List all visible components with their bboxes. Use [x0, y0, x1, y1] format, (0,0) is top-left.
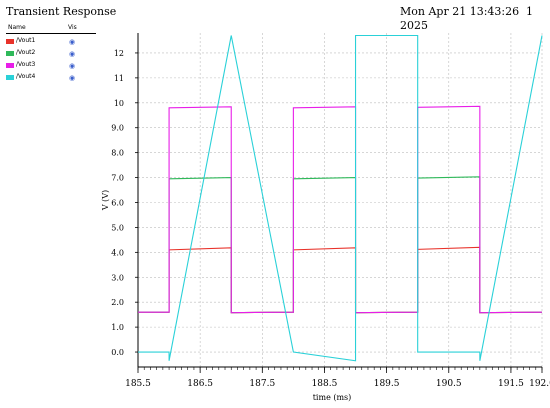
y-tick-label: 9.0: [111, 124, 124, 133]
series-line-vout3: [138, 105, 543, 314]
page-number: 1: [526, 5, 533, 18]
y-tick-label: 0.0: [111, 348, 124, 357]
timestamp-line2: 2025: [400, 19, 428, 32]
legend-item-vout1[interactable]: /Vout1 ◉: [6, 37, 96, 49]
legend-swatch: [6, 63, 14, 68]
series-line-vout1: [138, 246, 543, 314]
y-tick-label: 2.0: [111, 298, 124, 307]
legend-header-name: Name: [8, 24, 26, 31]
eye-icon[interactable]: ◉: [69, 62, 76, 70]
y-tick-label: 3.0: [111, 273, 124, 282]
x-tick-label: 188.5: [312, 379, 338, 389]
eye-icon[interactable]: ◉: [69, 38, 76, 46]
x-tick-label: 190.5: [436, 379, 462, 389]
legend-swatch: [6, 51, 14, 56]
y-tick-label: 7.0: [111, 174, 124, 183]
legend-label: /Vout3: [16, 61, 36, 68]
y-tick-label: 11: [114, 74, 124, 83]
legend-item-vout2[interactable]: /Vout2 ◉: [6, 49, 96, 61]
legend-item-vout3[interactable]: /Vout3 ◉: [6, 61, 96, 73]
timestamp: Mon Apr 21 13:43:26 2025: [400, 5, 519, 33]
legend-swatch: [6, 75, 14, 80]
x-tick-label: 187.5: [249, 379, 275, 389]
y-tick-label: 10: [114, 99, 124, 108]
legend-swatch: [6, 39, 14, 44]
x-tick-label: 192.0: [529, 379, 550, 389]
x-axis-label: time (ms): [313, 393, 352, 402]
series-line-vout4: [138, 34, 543, 362]
y-axis-label: V (V): [101, 190, 110, 211]
legend: /Vout1 ◉ /Vout2 ◉ /Vout3 ◉ /Vout4 ◉: [6, 37, 96, 85]
x-tick-label: 189.5: [374, 379, 400, 389]
legend-header: Name Vis: [6, 23, 96, 34]
legend-label: /Vout2: [16, 49, 36, 56]
eye-icon[interactable]: ◉: [69, 50, 76, 58]
y-tick-label: 6.0: [111, 198, 124, 207]
chart-title: Transient Response: [6, 5, 117, 18]
x-tick-label: 185.5: [125, 379, 151, 389]
y-tick-label: 12: [114, 49, 124, 58]
legend-item-vout4[interactable]: /Vout4 ◉: [6, 73, 96, 85]
series-line-vout2: [138, 176, 543, 314]
timestamp-line1: Mon Apr 21 13:43:26: [400, 5, 520, 18]
y-tick-label: 4.0: [111, 248, 124, 257]
x-tick-label: 186.5: [187, 379, 213, 389]
legend-label: /Vout1: [16, 37, 36, 44]
y-tick-label: 5.0: [111, 223, 124, 232]
y-tick-label: 8.0: [111, 149, 124, 158]
legend-header-vis: Vis: [68, 24, 77, 31]
y-tick-label: 1.0: [111, 323, 124, 332]
legend-label: /Vout4: [16, 73, 36, 80]
x-tick-label: 191.5: [498, 379, 524, 389]
eye-icon[interactable]: ◉: [69, 74, 76, 82]
